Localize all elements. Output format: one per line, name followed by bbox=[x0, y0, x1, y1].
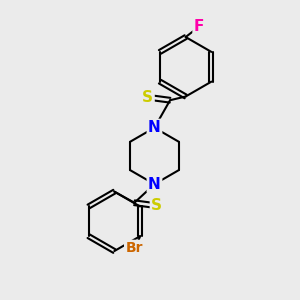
Text: S: S bbox=[142, 90, 153, 105]
Text: S: S bbox=[151, 198, 162, 213]
Text: N: N bbox=[148, 120, 161, 135]
Text: F: F bbox=[194, 19, 204, 34]
Text: Br: Br bbox=[125, 241, 143, 255]
Text: N: N bbox=[148, 177, 161, 192]
